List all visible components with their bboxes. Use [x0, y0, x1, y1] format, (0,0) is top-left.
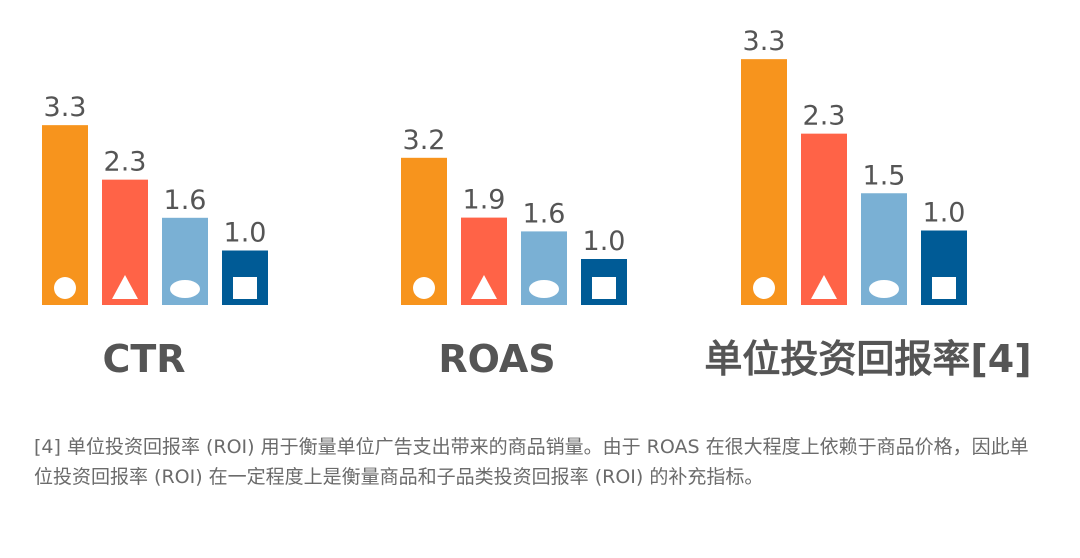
square-shape-icon: [932, 277, 956, 299]
value-label: 1.0: [923, 198, 966, 229]
value-label: 1.6: [523, 198, 566, 229]
circle-shape-icon: [753, 277, 775, 299]
footnote: [4] 单位投资回报率 (ROI) 用于衡量单位广告支出带来的商品销量。由于 R…: [34, 436, 1029, 488]
value-label: 1.0: [583, 226, 626, 257]
triangle-shape-icon: [112, 275, 138, 299]
bar-circle: [42, 125, 88, 306]
value-label: 3.2: [403, 125, 446, 156]
bar-circle: [741, 59, 787, 306]
circle-shape-icon: [413, 277, 435, 299]
square-shape-icon: [233, 277, 257, 299]
value-label: 1.5: [863, 160, 906, 191]
chart-group-1: 3.3 2.3 1.6 1.0 CTR: [42, 92, 268, 381]
value-label: 3.3: [44, 92, 87, 123]
value-label: 1.6: [164, 185, 207, 216]
value-label: 2.3: [104, 147, 147, 178]
ellipse-shape-icon: [869, 280, 899, 298]
value-label: 2.3: [803, 101, 846, 132]
triangle-shape-icon: [811, 275, 837, 299]
ellipse-shape-icon: [529, 280, 559, 298]
value-label: 3.3: [743, 26, 786, 57]
chart-group-2: 3.2 1.9 1.6 1.0 ROAS: [401, 125, 627, 381]
value-label: 1.0: [224, 218, 267, 249]
square-shape-icon: [592, 277, 616, 299]
ellipse-shape-icon: [170, 280, 200, 298]
chart-group-3: 3.3 2.3 1.5 1.0 单位投资回报率[4]: [704, 26, 1031, 381]
value-label: 1.9: [463, 185, 506, 216]
chart-title: CTR: [102, 337, 185, 381]
triangle-shape-icon: [471, 275, 497, 299]
chart-title: ROAS: [438, 337, 555, 381]
chart-title: 单位投资回报率[4]: [704, 337, 1031, 381]
circle-shape-icon: [54, 277, 76, 299]
